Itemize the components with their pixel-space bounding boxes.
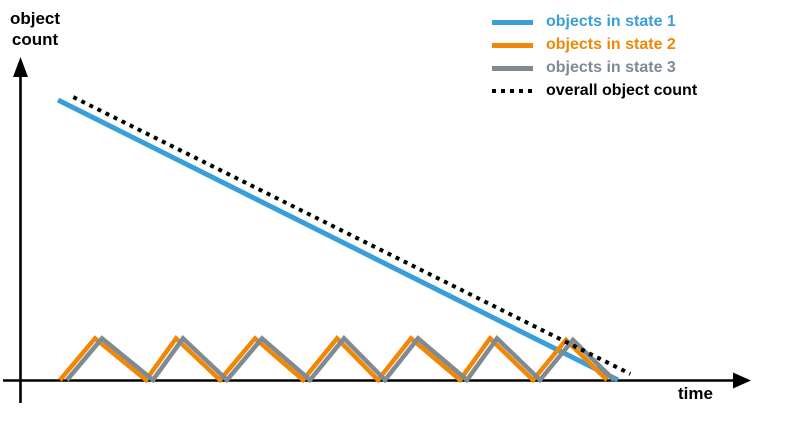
series-layer xyxy=(56,95,632,384)
legend-item-objects-in-state-3: objects in state 3 xyxy=(492,59,697,77)
y-axis-label-line-2: count xyxy=(11,30,59,49)
line-swatch-icon xyxy=(492,19,533,25)
y-axis-arrowhead-icon xyxy=(13,57,28,77)
legend-item-objects-in-state-1: objects in state 1 xyxy=(492,13,697,31)
legend-item-overall-object-count: overall object count xyxy=(492,82,697,100)
x-axis-arrowhead-icon xyxy=(733,372,751,389)
dotted-line-swatch-icon xyxy=(492,89,533,93)
legend-label: overall object count xyxy=(546,82,698,99)
line-swatch-icon xyxy=(492,65,533,71)
legend-label: objects in state 2 xyxy=(546,36,676,53)
y-axis-label: object count xyxy=(6,8,64,50)
series-objects-in-state-3 xyxy=(65,334,616,384)
series-objects-in-state-1 xyxy=(56,97,620,383)
line-swatch-icon xyxy=(492,42,533,48)
x-axis-label: time xyxy=(678,384,713,403)
series-objects-in-state-2 xyxy=(58,334,609,384)
legend: objects in state 1 objects in state 2 ob… xyxy=(492,13,697,100)
legend-label: objects in state 3 xyxy=(546,59,676,76)
legend-label: objects in state 1 xyxy=(546,13,676,30)
y-axis-label-line-1: object xyxy=(9,9,61,28)
legend-item-objects-in-state-2: objects in state 2 xyxy=(492,36,697,54)
series-overall-object-count xyxy=(72,95,632,376)
